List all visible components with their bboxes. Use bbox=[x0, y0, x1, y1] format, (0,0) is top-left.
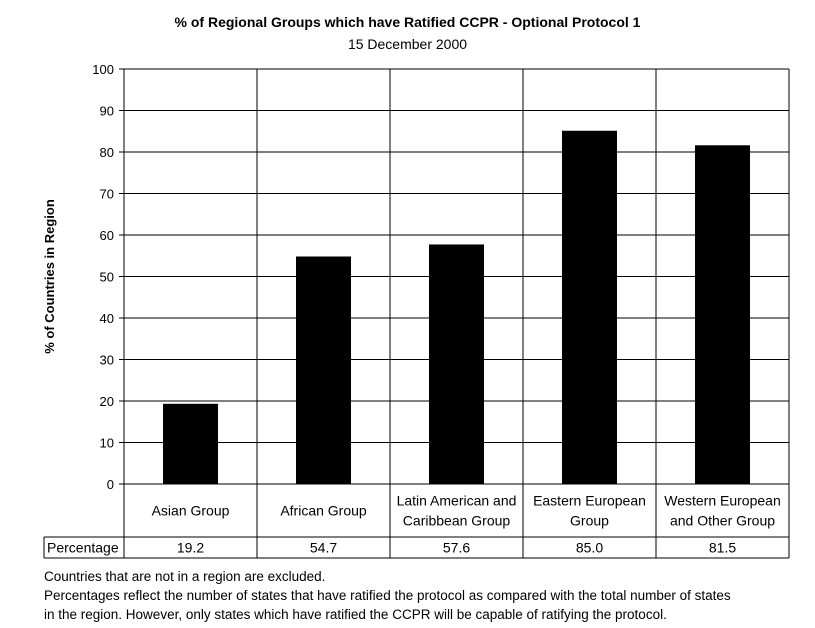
x-category-label: Western European bbox=[664, 493, 780, 509]
y-tick-label: 80 bbox=[100, 145, 114, 160]
note-line: Percentages reflect the number of states… bbox=[44, 588, 731, 603]
y-tick-label: 100 bbox=[92, 62, 114, 77]
y-tick-label: 40 bbox=[100, 311, 114, 326]
y-tick-label: 60 bbox=[100, 228, 114, 243]
x-category-label: Asian Group bbox=[152, 503, 230, 519]
table-value: 85.0 bbox=[576, 540, 603, 556]
x-category-label: and Other Group bbox=[670, 513, 775, 529]
bar bbox=[695, 145, 750, 485]
x-category-label: Latin American and bbox=[397, 493, 517, 509]
table-row-label: Percentage bbox=[47, 540, 119, 556]
y-tick-label: 20 bbox=[100, 394, 114, 409]
bar bbox=[163, 403, 218, 485]
y-tick-label: 0 bbox=[107, 477, 114, 492]
y-tick-label: 50 bbox=[100, 270, 114, 285]
bar bbox=[562, 130, 617, 485]
x-category-label: Group bbox=[570, 513, 609, 529]
chart-notes: Countries that are not in a region are e… bbox=[44, 567, 731, 624]
chart-subtitle: 15 December 2000 bbox=[347, 36, 468, 52]
y-tick-label: 10 bbox=[100, 436, 114, 451]
bar bbox=[296, 256, 351, 485]
y-tick-label: 70 bbox=[100, 187, 114, 202]
table-value: 54.7 bbox=[310, 540, 337, 556]
table-value: 19.2 bbox=[177, 540, 204, 556]
note-line: Countries that are not in a region are e… bbox=[44, 569, 326, 584]
table-value: 81.5 bbox=[709, 540, 736, 556]
y-axis-label: % of Countries in Region bbox=[42, 199, 57, 354]
x-category-label: Caribbean Group bbox=[403, 513, 511, 529]
bar bbox=[429, 244, 484, 485]
x-category-label: African Group bbox=[280, 503, 367, 519]
x-category-label: Eastern European bbox=[533, 493, 646, 509]
y-tick-label: 90 bbox=[100, 104, 114, 119]
chart-title: % of Regional Groups which have Ratified… bbox=[174, 14, 641, 30]
note-line: in the region. However, only states whic… bbox=[44, 607, 667, 622]
table-value: 57.6 bbox=[443, 540, 470, 556]
y-tick-label: 30 bbox=[100, 353, 114, 368]
